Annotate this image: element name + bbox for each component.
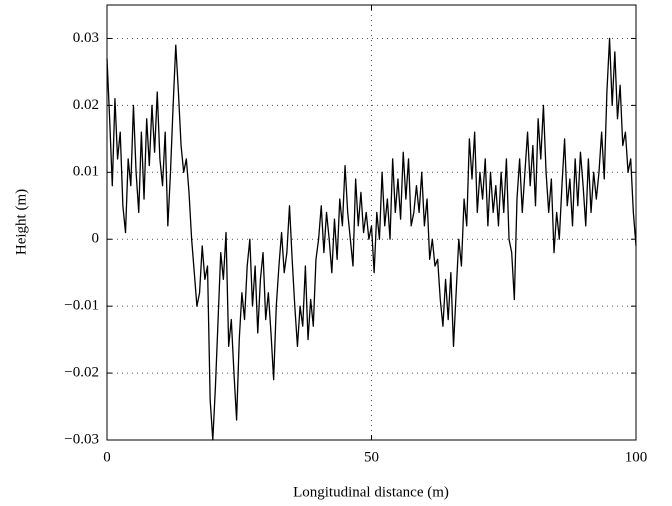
y-tick-label: 0 xyxy=(92,231,100,247)
x-tick-label: 100 xyxy=(625,449,648,465)
y-tick-label: −0.02 xyxy=(64,365,99,381)
plot-frame xyxy=(106,4,637,441)
y-tick-label: 0.02 xyxy=(73,97,99,113)
y-tick-label: 0.03 xyxy=(73,30,99,46)
x-tick-label: 50 xyxy=(364,449,379,465)
y-tick-label: −0.03 xyxy=(64,431,99,447)
y-tick-label: 0.01 xyxy=(73,164,99,180)
x-tick-label: 0 xyxy=(103,449,111,465)
data-line xyxy=(106,37,637,441)
y-axis-label: Height (m) xyxy=(13,189,29,255)
x-axis-label: Longitudinal distance (m) xyxy=(293,484,449,500)
y-tick-label: −0.01 xyxy=(64,298,99,314)
